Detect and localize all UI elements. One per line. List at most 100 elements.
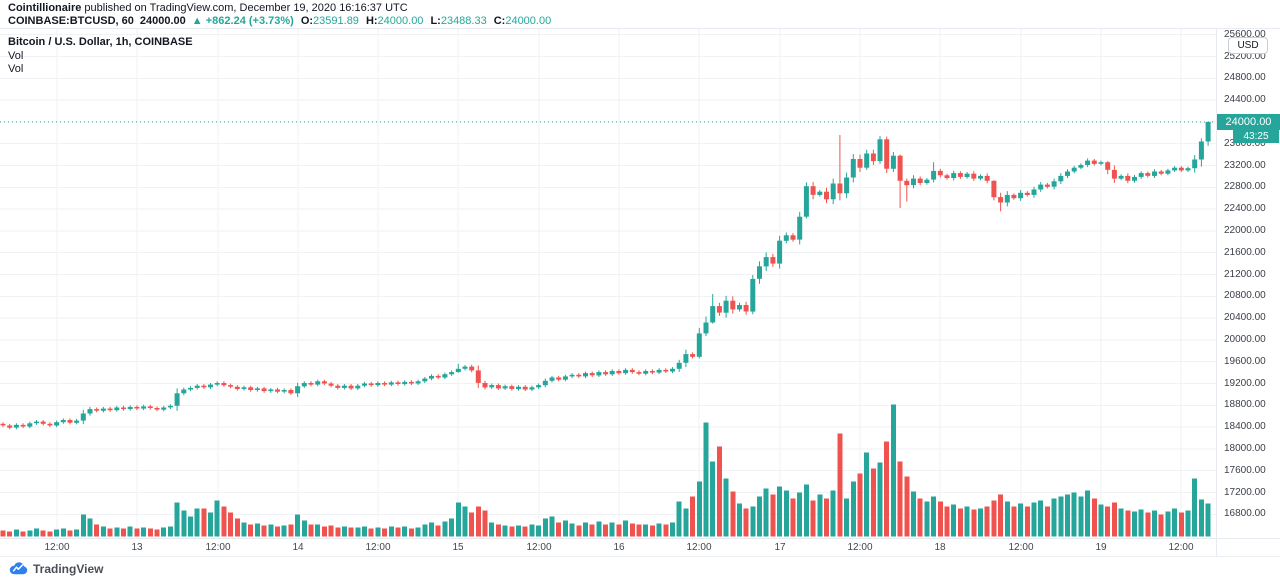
volume-bar: [261, 525, 267, 537]
volume-bar: [147, 528, 153, 537]
footer-brand-text[interactable]: TradingView: [33, 561, 104, 576]
candle-body: [281, 390, 287, 392]
candle-body: [1031, 189, 1037, 195]
price-axis[interactable]: USD 24000.00 43:25 25600.00 25200.00 24800…: [1216, 29, 1280, 538]
candle-body: [275, 389, 280, 392]
time-axis[interactable]: 12:00 13 12:00 14 12:00 15 12:00 16 12:00 17 12:00…: [0, 538, 1280, 558]
volume-bar: [1078, 496, 1084, 537]
volume-bar: [656, 523, 662, 537]
candlestick-plot-canvas[interactable]: [0, 29, 1216, 538]
volume-bar: [937, 501, 943, 537]
candle-body: [1185, 168, 1191, 171]
volume-bar: [696, 481, 702, 537]
candle-body: [141, 406, 147, 409]
candle-body: [348, 385, 354, 389]
candle-body: [388, 382, 394, 385]
symbol-legend-title[interactable]: Bitcoin / U.S. Dollar, 1h, COINBASE: [8, 36, 193, 48]
candle-body: [341, 385, 347, 388]
time-tick-label: 12:00: [526, 542, 552, 553]
volume-bar: [623, 520, 629, 537]
volume-bar: [1118, 508, 1124, 537]
volume-bar: [911, 491, 916, 537]
candle-body: [957, 173, 963, 177]
volume-study-label-1[interactable]: Vol: [8, 50, 24, 62]
tradingview-logo-icon[interactable]: [9, 561, 28, 576]
time-tick-label: 12:00: [205, 542, 231, 553]
candle-body: [94, 409, 100, 411]
volume-bar: [917, 498, 923, 537]
volume-bar: [1152, 510, 1157, 537]
volume-pane: [0, 404, 1211, 537]
volume-bar: [904, 476, 910, 537]
volume-bar: [516, 525, 521, 537]
candle-body: [623, 369, 629, 374]
grid: [0, 29, 1216, 538]
candle-body: [810, 186, 816, 195]
volume-bar: [1145, 512, 1151, 537]
volume-bar: [181, 510, 187, 537]
candle-body: [877, 139, 883, 162]
candle-body: [984, 175, 990, 181]
candle-body: [1065, 171, 1070, 176]
volume-bar: [422, 524, 428, 537]
candle-body: [1098, 162, 1104, 164]
snapshot-header: Cointillionaire published on TradingView…: [0, 0, 1280, 28]
ohlc-low: L:23488.33: [430, 15, 487, 27]
candle-body: [328, 383, 334, 386]
volume-bar: [864, 452, 870, 537]
candle-body: [542, 380, 548, 386]
currency-unit-badge[interactable]: USD: [1228, 37, 1268, 54]
candle-body: [87, 409, 93, 414]
candle-body: [569, 374, 575, 377]
candle-body: [1018, 192, 1024, 199]
volume-bar: [254, 523, 260, 537]
volume-bar: [449, 518, 455, 537]
volume-bar: [60, 528, 66, 537]
volume-bar: [368, 528, 374, 537]
volume-bar: [114, 527, 120, 537]
volume-bar: [355, 527, 361, 537]
volume-bar: [649, 525, 655, 537]
candle-body: [188, 387, 193, 390]
volume-bar: [275, 526, 280, 537]
candle-body: [1044, 184, 1050, 187]
volume-bar: [429, 522, 434, 537]
volume-bar: [167, 526, 173, 537]
volume-bar: [221, 506, 227, 537]
volume-bar: [931, 496, 937, 537]
candle-body: [616, 371, 622, 374]
candle-body: [221, 383, 227, 386]
ohlc-close: C:24000.00: [493, 15, 552, 27]
candle-body: [127, 406, 133, 410]
candle-body: [737, 305, 742, 310]
candle-body: [114, 407, 120, 411]
volume-bar: [341, 526, 347, 537]
candle-body: [429, 375, 434, 379]
candle-body: [1178, 167, 1184, 171]
volume-bar: [94, 524, 100, 537]
candle-body: [7, 425, 13, 428]
candle-body: [556, 377, 562, 380]
candle-body: [462, 366, 468, 369]
price-tick-label: 17200.00: [1224, 486, 1266, 498]
price-tick-label: 22800.00: [1224, 181, 1266, 193]
time-tick-label: 12:00: [686, 542, 712, 553]
volume-bar: [1125, 510, 1131, 537]
time-tick-label: 12:00: [1168, 542, 1194, 553]
time-tick-label: 12:00: [1008, 542, 1034, 553]
candle-body: [40, 421, 46, 424]
volume-bar: [188, 516, 193, 537]
candle-body: [362, 383, 367, 386]
volume-bar: [74, 529, 80, 537]
volume-bar: [857, 473, 863, 537]
volume-bar: [288, 524, 294, 537]
volume-study-label-2[interactable]: Vol: [8, 63, 24, 75]
candle-body: [174, 393, 180, 406]
volume-bar: [469, 512, 475, 537]
volume-bar: [362, 526, 367, 537]
candle-body: [161, 407, 167, 410]
volume-bar: [34, 528, 39, 537]
candle-body: [208, 384, 213, 388]
volume-bar: [1038, 500, 1044, 537]
volume-bar: [670, 522, 675, 537]
